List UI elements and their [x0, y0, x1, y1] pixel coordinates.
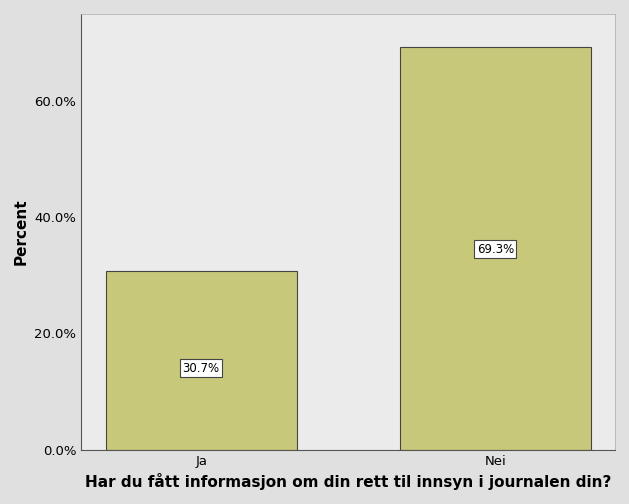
X-axis label: Har du fått informasjon om din rett til innsyn i journalen din?: Har du fått informasjon om din rett til … — [85, 473, 611, 490]
Bar — [106, 271, 297, 450]
Bar — [399, 47, 591, 450]
Y-axis label: Percent: Percent — [14, 199, 29, 265]
Text: 69.3%: 69.3% — [477, 243, 514, 256]
Text: 30.7%: 30.7% — [182, 362, 220, 375]
